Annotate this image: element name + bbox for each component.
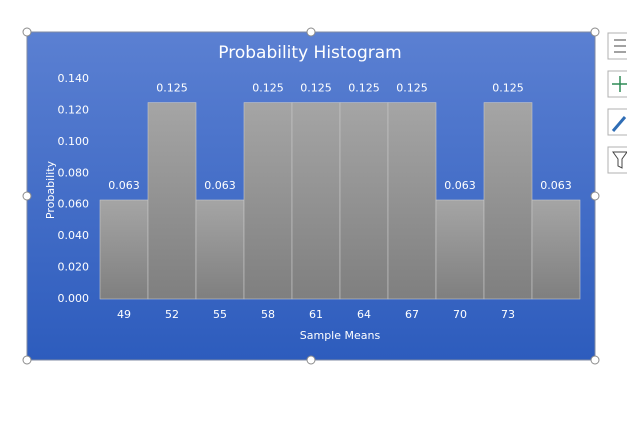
y-tick-label: 0.100 [58, 135, 90, 148]
bar [147, 102, 197, 300]
x-tick-label: 64 [357, 308, 371, 321]
data-label: 0.063 [444, 179, 476, 192]
chart-add-button[interactable] [607, 70, 627, 98]
chart-filter-button[interactable] [607, 146, 627, 174]
y-tick-label: 0.020 [58, 261, 90, 274]
bar [483, 102, 533, 300]
data-label: 0.063 [204, 179, 236, 192]
data-label: 0.063 [540, 179, 572, 192]
bar [339, 102, 389, 300]
x-tick-label: 55 [213, 308, 227, 321]
bar [291, 102, 341, 300]
x-tick-label: 67 [405, 308, 419, 321]
data-label: 0.125 [348, 82, 380, 95]
data-label: 0.125 [252, 82, 284, 95]
chart-styles-button[interactable] [607, 108, 627, 136]
bar [243, 102, 293, 300]
y-tick-label: 0.040 [58, 229, 90, 242]
data-label: 0.125 [492, 82, 524, 95]
bar [195, 199, 245, 300]
data-label: 0.125 [396, 82, 428, 95]
y-tick-label: 0.140 [58, 72, 90, 85]
y-tick-label: 0.000 [58, 292, 90, 305]
y-axis-title: Probability [44, 160, 57, 219]
y-tick-label: 0.120 [58, 103, 90, 116]
data-label: 0.125 [156, 82, 188, 95]
data-label: 0.063 [108, 179, 140, 192]
x-tick-label: 52 [165, 308, 179, 321]
y-tick-label: 0.080 [58, 166, 90, 179]
x-tick-label: 49 [117, 308, 131, 321]
x-tick-label: 58 [261, 308, 275, 321]
bar [99, 199, 149, 300]
chart-title: Probability Histogram [218, 43, 401, 63]
bar [435, 199, 485, 300]
bar [531, 199, 581, 300]
x-axis-title: Sample Means [300, 329, 381, 342]
data-label: 0.125 [300, 82, 332, 95]
selection-handles[interactable] [22, 27, 600, 365]
x-tick-label: 61 [309, 308, 323, 321]
bar [387, 102, 437, 300]
x-tick-label: 73 [501, 308, 515, 321]
chart-elements-button[interactable] [607, 32, 627, 60]
y-tick-label: 0.060 [58, 198, 90, 211]
x-tick-label: 70 [453, 308, 467, 321]
